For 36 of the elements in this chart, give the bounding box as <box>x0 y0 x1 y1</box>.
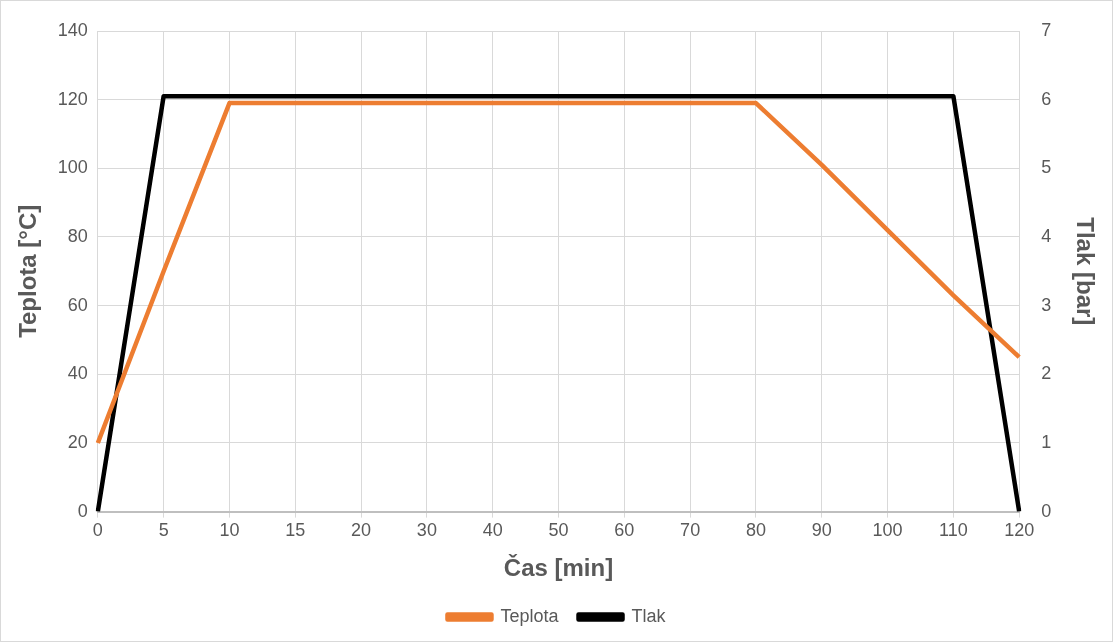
y-tick-label: 40 <box>67 363 88 384</box>
x-tick-label: 70 <box>680 520 701 541</box>
y2-tick-label: 6 <box>1041 88 1052 109</box>
y-tick-label: 140 <box>57 19 88 40</box>
x-tick-label: 5 <box>158 520 169 541</box>
legend-label: Teplota <box>500 605 560 626</box>
y2-axis-title: Tlak [bar] <box>1071 217 1099 326</box>
y-tick-label: 0 <box>77 500 88 521</box>
y2-tick-label: 1 <box>1041 431 1052 452</box>
x-tick-label: 20 <box>351 520 372 541</box>
y-axis-title: Teplota [°C] <box>14 204 42 338</box>
x-tick-label: 10 <box>219 520 240 541</box>
y2-tick-label: 2 <box>1041 363 1052 384</box>
y-tick-label: 80 <box>67 225 88 246</box>
x-tick-label: 110 <box>939 520 968 541</box>
x-tick-label: 0 <box>92 520 103 541</box>
legend-label: Tlak <box>631 605 667 626</box>
y-tick-label: 60 <box>67 294 88 315</box>
y-tick-label: 120 <box>57 88 88 109</box>
x-tick-label: 80 <box>745 520 766 541</box>
y2-tick-label: 3 <box>1041 294 1052 315</box>
x-axis-title: Čas [min] <box>503 554 614 582</box>
y2-tick-label: 0 <box>1041 500 1052 521</box>
x-tick-label: 50 <box>548 520 569 541</box>
y2-tick-label: 7 <box>1041 19 1052 40</box>
x-tick-label: 60 <box>614 520 635 541</box>
x-tick-label: 40 <box>482 520 503 541</box>
y-tick-label: 100 <box>57 157 88 178</box>
y-tick-label: 20 <box>67 431 88 452</box>
x-tick-label: 15 <box>285 520 306 541</box>
x-tick-label: 120 <box>1004 520 1035 541</box>
x-tick-label: 90 <box>811 520 832 541</box>
y2-tick-label: 5 <box>1041 157 1052 178</box>
x-tick-label: 100 <box>872 520 903 541</box>
x-tick-label: 30 <box>416 520 437 541</box>
y2-tick-label: 4 <box>1041 225 1052 246</box>
